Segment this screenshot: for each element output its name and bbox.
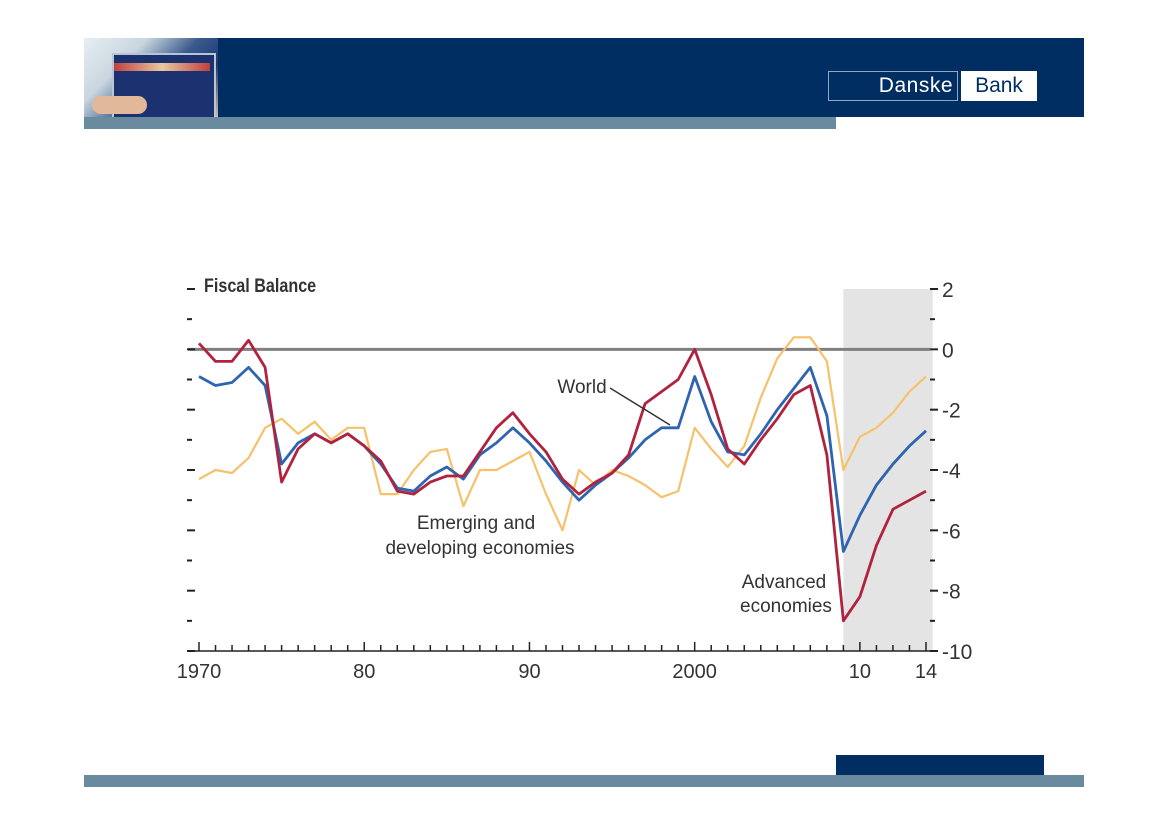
- series-label-world: World: [557, 377, 606, 398]
- chart-title: Fiscal Balance: [204, 275, 316, 297]
- world-leader-line: [609, 387, 671, 426]
- x-tick-label: 14: [915, 661, 937, 683]
- header-subbar: [84, 117, 836, 129]
- series-line-advanced: [197, 338, 927, 623]
- x-tick-label: 80: [353, 661, 375, 683]
- logo-danske: Danske: [828, 71, 958, 101]
- x-tick-label: 90: [518, 661, 540, 683]
- photo-hand: [92, 96, 147, 114]
- y-tick-label: -10: [942, 641, 972, 664]
- series-label-advanced: economies: [740, 596, 832, 617]
- x-tick-label: 2000: [672, 661, 717, 683]
- y-tick-label: -8: [942, 581, 961, 604]
- photo-strip: [114, 63, 210, 71]
- footer-block: [836, 755, 1044, 777]
- y-tick-label: 2: [942, 279, 954, 302]
- x-tick-label: 1970: [177, 661, 222, 683]
- y-tick-label: -6: [942, 520, 961, 543]
- danske-bank-logo: Danske Bank: [828, 71, 1037, 101]
- series-line-emerging: [198, 336, 927, 532]
- series-label-advanced: Advanced: [742, 572, 827, 593]
- header-banner: [84, 38, 1084, 117]
- y-tick-label: -2: [942, 400, 961, 423]
- x-tick-label: 10: [849, 661, 871, 683]
- footer-bar: [84, 775, 1084, 787]
- y-tick-label: -4: [942, 460, 961, 483]
- series-label-emerging: developing economies: [385, 538, 574, 559]
- logo-bank: Bank: [961, 71, 1037, 101]
- y-tick-label: 0: [942, 339, 954, 362]
- series-label-emerging: Emerging and: [417, 513, 535, 534]
- header-photo: [84, 38, 218, 119]
